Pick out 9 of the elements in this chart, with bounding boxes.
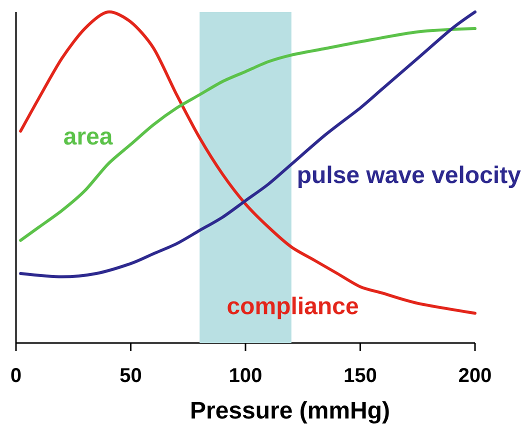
x-tick-label: 0 [11, 368, 21, 382]
x-axis-title: Pressure (mmHg) [192, 401, 389, 424]
x-tick-label: 50 [120, 368, 142, 382]
series-label: compliance [228, 296, 358, 320]
x-tick-label: 200 [459, 368, 491, 382]
x-tick-label: 150 [344, 368, 376, 382]
series-label: pulse wave velocity [298, 166, 521, 188]
series-label: area [64, 132, 113, 145]
x-tick-label: 100 [230, 368, 262, 382]
